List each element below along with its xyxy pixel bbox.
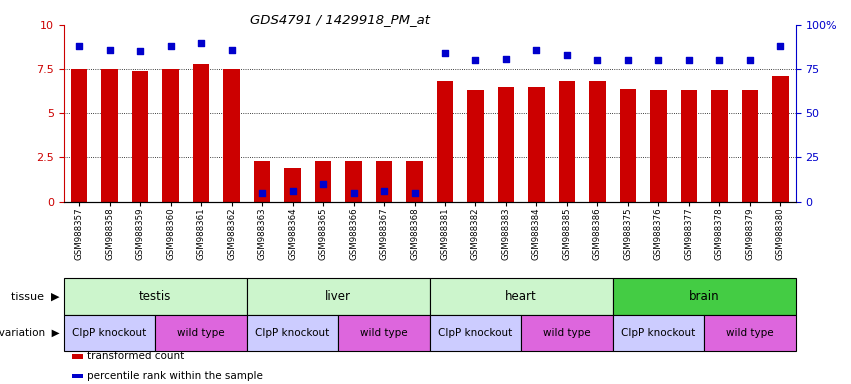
Bar — [498, 87, 514, 202]
Bar — [64, 315, 155, 351]
Bar — [338, 315, 430, 351]
Bar — [223, 69, 240, 202]
Point — [560, 52, 574, 58]
Text: percentile rank within the sample: percentile rank within the sample — [87, 371, 263, 381]
Bar — [247, 278, 430, 315]
Text: ClpP knockout: ClpP knockout — [438, 328, 512, 338]
Text: genotype/variation  ▶: genotype/variation ▶ — [0, 328, 60, 338]
Bar — [132, 71, 148, 202]
Point — [163, 43, 177, 49]
Bar — [163, 69, 179, 202]
Point — [500, 55, 513, 61]
Bar — [430, 315, 521, 351]
Point — [652, 57, 665, 63]
Text: wild type: wild type — [726, 328, 774, 338]
Bar — [254, 161, 271, 202]
Text: wild type: wild type — [177, 328, 225, 338]
Point — [438, 50, 452, 56]
Text: ClpP knockout: ClpP knockout — [621, 328, 695, 338]
Bar — [375, 161, 392, 202]
Bar — [704, 315, 796, 351]
Point — [774, 43, 787, 49]
Bar — [430, 278, 613, 315]
Text: transformed count: transformed count — [87, 351, 184, 361]
Bar — [71, 69, 88, 202]
Point — [255, 190, 269, 196]
Bar — [558, 81, 575, 202]
Text: wild type: wild type — [543, 328, 591, 338]
Point — [743, 57, 757, 63]
Bar — [711, 90, 728, 202]
Bar — [613, 278, 796, 315]
Point — [317, 181, 330, 187]
Point — [529, 46, 543, 53]
Bar — [437, 81, 454, 202]
Point — [377, 188, 391, 194]
Bar — [315, 161, 331, 202]
Point — [346, 190, 360, 196]
Bar — [155, 315, 247, 351]
Text: tissue  ▶: tissue ▶ — [11, 291, 60, 302]
Point — [683, 57, 696, 63]
Bar — [650, 90, 667, 202]
Point — [408, 190, 421, 196]
Bar — [528, 87, 545, 202]
Point — [591, 57, 604, 63]
Bar — [192, 64, 209, 202]
Bar — [772, 76, 789, 202]
Bar — [406, 161, 423, 202]
Bar — [741, 90, 758, 202]
Text: GDS4791 / 1429918_PM_at: GDS4791 / 1429918_PM_at — [250, 13, 431, 26]
Point — [194, 40, 208, 46]
Bar — [589, 81, 606, 202]
Point — [621, 57, 635, 63]
Bar — [346, 161, 362, 202]
Bar — [620, 89, 637, 202]
Bar — [521, 315, 613, 351]
Bar — [247, 315, 338, 351]
Point — [469, 57, 483, 63]
Point — [103, 46, 117, 53]
Bar — [64, 278, 247, 315]
Text: ClpP knockout: ClpP knockout — [72, 328, 146, 338]
Bar — [101, 69, 118, 202]
Point — [134, 48, 147, 55]
Bar — [613, 315, 704, 351]
Point — [72, 43, 86, 49]
Point — [286, 188, 300, 194]
Text: wild type: wild type — [360, 328, 408, 338]
Point — [712, 57, 726, 63]
Bar — [681, 90, 697, 202]
Text: liver: liver — [325, 290, 351, 303]
Bar — [284, 168, 301, 202]
Bar — [467, 90, 484, 202]
Text: brain: brain — [689, 290, 719, 303]
Text: heart: heart — [505, 290, 537, 303]
Text: ClpP knockout: ClpP knockout — [255, 328, 329, 338]
Point — [225, 46, 238, 53]
Text: testis: testis — [139, 290, 172, 303]
